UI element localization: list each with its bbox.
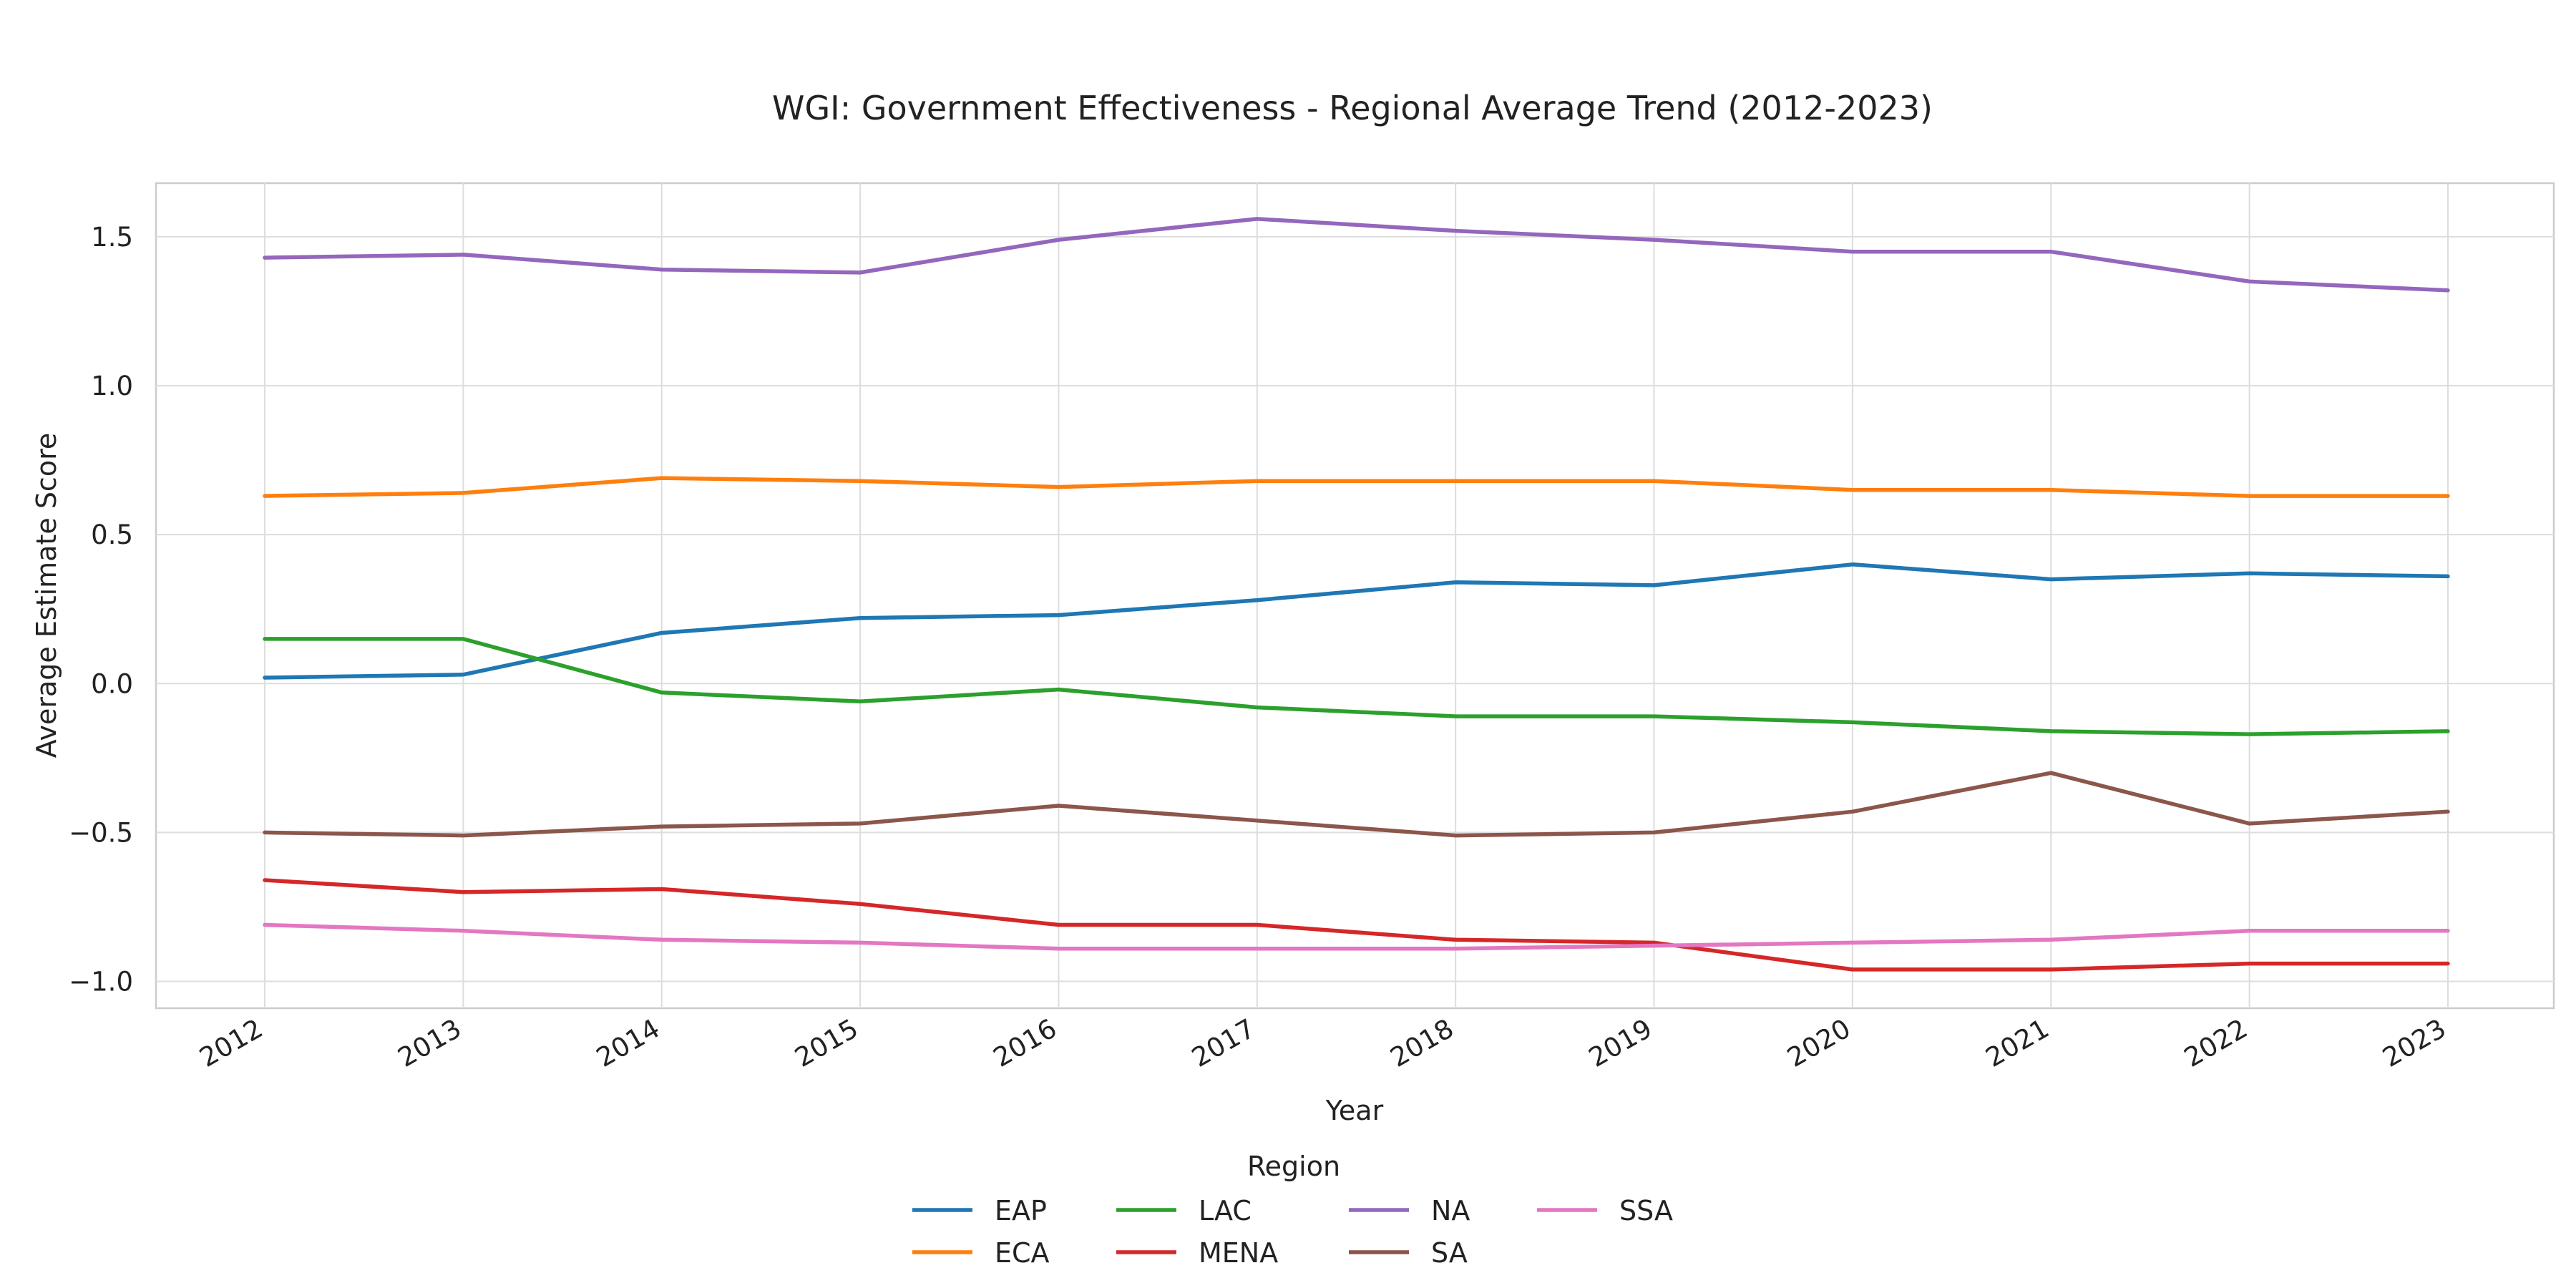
legend: EAP ECA LAC MENA NA SA SSA bbox=[912, 1195, 1673, 1269]
y-tick-label: −0.5 bbox=[69, 817, 133, 848]
series-line-mena bbox=[263, 878, 2450, 972]
series-line-sa bbox=[263, 771, 2450, 838]
x-axis-label: Year bbox=[1325, 1095, 1384, 1126]
legend-item-lac: LAC bbox=[1116, 1195, 1252, 1226]
legend-item-eap: EAP bbox=[912, 1195, 1047, 1226]
legend-label: SA bbox=[1431, 1237, 1468, 1269]
legend-label: MENA bbox=[1199, 1237, 1278, 1269]
y-tick-label: 1.0 bbox=[91, 371, 133, 401]
y-tick-label: 1.5 bbox=[91, 222, 133, 253]
y-tick-label: −1.0 bbox=[69, 967, 133, 997]
legend-label: ECA bbox=[995, 1237, 1050, 1269]
series-line-lac bbox=[263, 637, 2450, 736]
legend-title: Region bbox=[1247, 1151, 1340, 1182]
series-line-ssa bbox=[263, 922, 2450, 951]
series-line-na bbox=[263, 217, 2450, 293]
plot-area bbox=[155, 182, 2555, 1010]
y-axis-ticks: 1.5 1.0 0.5 0.0 −0.5 −1.0 bbox=[69, 222, 133, 997]
chart-title: WGI: Government Effectiveness - Regional… bbox=[772, 89, 1933, 127]
legend-item-ssa: SSA bbox=[1537, 1195, 1673, 1226]
legend-item-eca: ECA bbox=[912, 1237, 1050, 1269]
series-line-eca bbox=[263, 476, 2450, 498]
y-axis-label: Average Estimate Score bbox=[31, 433, 62, 758]
series-line-eap bbox=[263, 562, 2450, 680]
legend-label: NA bbox=[1431, 1195, 1470, 1226]
legend-item-na: NA bbox=[1349, 1195, 1470, 1226]
y-tick-label: 0.0 bbox=[91, 668, 133, 699]
legend-label: LAC bbox=[1199, 1195, 1252, 1226]
series-group bbox=[263, 217, 2450, 972]
legend-label: SSA bbox=[1619, 1195, 1673, 1226]
y-tick-label: 0.5 bbox=[91, 519, 133, 550]
legend-item-mena: MENA bbox=[1116, 1237, 1278, 1269]
legend-item-sa: SA bbox=[1349, 1237, 1468, 1269]
legend-label: EAP bbox=[995, 1195, 1047, 1226]
